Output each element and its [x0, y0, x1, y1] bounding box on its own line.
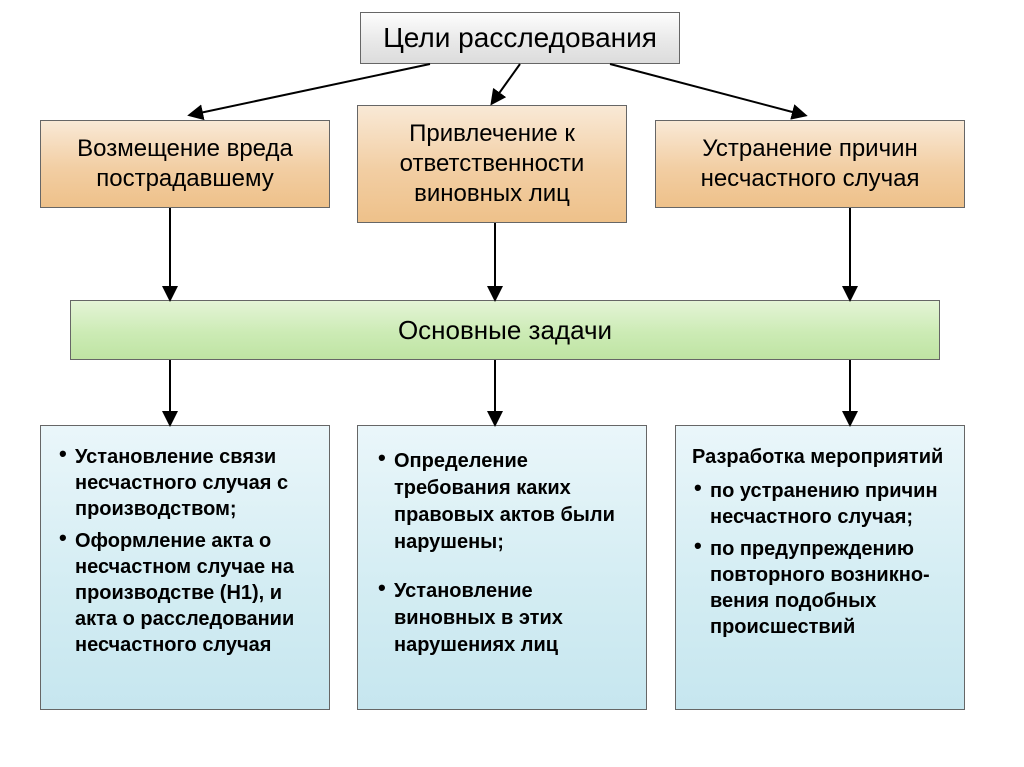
task-box-2: Определение требования каких правовых ак…: [357, 425, 647, 710]
tasks-bar-text: Основные задачи: [398, 315, 612, 346]
task-list: Установление связи несчастного случая с …: [57, 444, 313, 664]
goal-text: Привлечение к ответственности виновных л…: [372, 119, 612, 209]
task-box-3: Разработка мероприятий по устранению при…: [675, 425, 965, 710]
title-box: Цели расследования: [360, 12, 680, 64]
title-text: Цели расследования: [383, 22, 657, 54]
task-list: Определение требования каких правовых ак…: [376, 448, 628, 665]
goal-box-3: Устранение причин несчастного случая: [655, 120, 965, 208]
task-box-1: Установление связи несчастного случая с …: [40, 425, 330, 710]
goal-box-2: Привлечение к ответственности виновных л…: [357, 105, 627, 223]
task-bullet: Установление связи несчастного случая с …: [57, 444, 313, 522]
goal-text: Устранение причин несчастного случая: [670, 134, 950, 194]
goal-text: Возмещение вреда пострадавшему: [55, 134, 315, 194]
goal-box-1: Возмещение вреда пострадавшему: [40, 120, 330, 208]
task-bullet: по предупреждению повторного возникно-ве…: [692, 536, 948, 640]
task-bullet: Оформление акта о несчастном случае на п…: [57, 528, 313, 658]
tasks-bar: Основные задачи: [70, 300, 940, 360]
task-bullet: по устранению причин несчастного случая;: [692, 478, 948, 530]
task-bullet: Определение требования каких правовых ак…: [376, 448, 628, 556]
task-bullet: Установление виновных в этих нарушениях …: [376, 578, 628, 659]
task-list: по устранению причин несчастного случая;…: [692, 478, 948, 646]
task-heading: Разработка мероприятий: [692, 444, 943, 470]
